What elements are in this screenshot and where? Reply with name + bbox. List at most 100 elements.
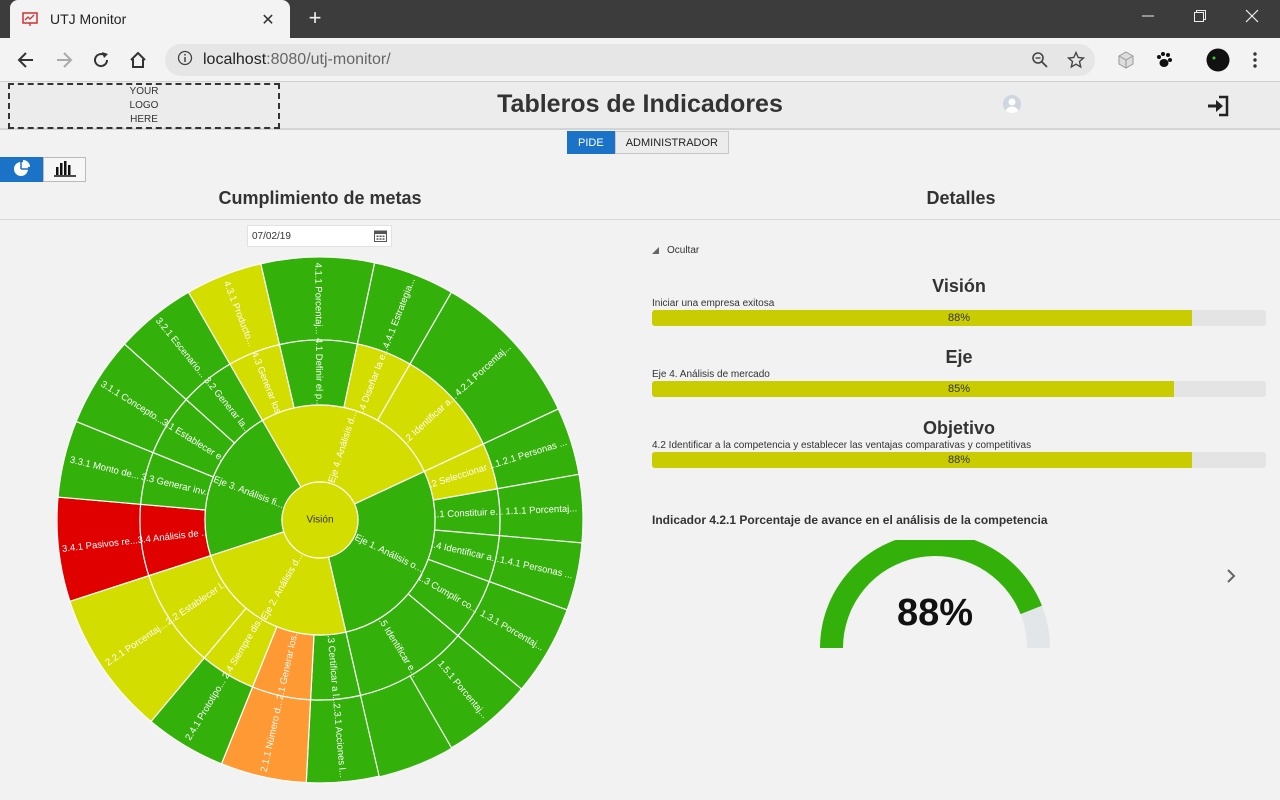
home-icon[interactable]	[124, 46, 152, 74]
module-tabs: PIDE ADMINISTRADOR	[567, 131, 729, 154]
indicador-segment[interactable]: 1.4.1 Personas ...	[488, 535, 583, 611]
eje-detail: Eje Eje 4. Análisis de mercado 85%	[652, 347, 1266, 397]
reload-icon[interactable]	[87, 46, 115, 74]
restore-icon[interactable]	[1174, 0, 1226, 32]
zoom-icon[interactable]	[1030, 50, 1050, 70]
objetivo-progress-label: 88%	[947, 454, 971, 466]
objetivo-detail: Objetivo 4.2 Identificar a la competenci…	[652, 418, 1266, 468]
objetivo-description: 4.2 Identificar a la competencia y estab…	[652, 440, 1032, 451]
forward-icon[interactable]	[50, 46, 78, 74]
eje-progress-bar: 85%	[652, 381, 1266, 397]
indicador-segment[interactable]: 4.1.1 Porcentaj...	[260, 256, 376, 346]
objetivo-segment-label: 1.1 Constituir e...	[431, 507, 503, 521]
browser-tab[interactable]: UTJ Monitor ✕	[10, 0, 290, 38]
close-tab-icon[interactable]: ✕	[261, 9, 275, 29]
objetivo-segment[interactable]: 4.3 Generar los	[229, 343, 295, 422]
indicator-title: Indicador 4.2.1 Porcentaje de avance en …	[652, 513, 1048, 527]
indicador-segment[interactable]: 4.3.1 Producto...	[187, 263, 281, 365]
collapse-triangle-icon	[652, 247, 659, 254]
browser-tab-title: UTJ Monitor	[50, 11, 127, 27]
hide-details-toggle[interactable]: Ocultar	[652, 245, 699, 256]
section-divider	[0, 219, 1280, 220]
gauge-fill	[820, 540, 1042, 648]
url-text: localhost:8080/utj-monitor/	[203, 51, 391, 68]
sunburst-chart: 1.2.1 Personas ...1.1.1 Porcentaj...1.4.…	[56, 256, 584, 784]
paw-icon[interactable]	[1150, 46, 1178, 74]
eje-progress-fill	[652, 381, 1174, 397]
gauge-value: 88%	[896, 592, 974, 634]
indicador-segment[interactable]: 2.4.1 Prototipo...	[150, 657, 254, 765]
info-icon[interactable]	[177, 50, 193, 70]
calendar-icon[interactable]	[374, 227, 387, 246]
browser-toolbar: localhost:8080/utj-monitor/	[0, 38, 1280, 82]
minimize-icon[interactable]	[1122, 0, 1174, 32]
bar-view-button[interactable]	[43, 157, 86, 182]
logout-icon[interactable]	[1206, 94, 1230, 118]
center-segment-label: Visión	[306, 515, 333, 526]
indicador-segment[interactable]: 1.3.1 Porcentaj...	[457, 580, 568, 690]
app-header: YOUR LOGO HERE Tableros de Indicadores	[0, 82, 1280, 130]
eje-segment[interactable]: Eje 3. Análisis fi...	[204, 419, 302, 557]
objetivo-segment[interactable]: 1.5 Identificar e...	[345, 593, 459, 697]
vision-progress-label: 88%	[947, 312, 971, 324]
vision-heading: Visión	[932, 276, 986, 296]
new-tab-icon[interactable]: +	[308, 5, 322, 30]
objetivo-progress-fill	[652, 452, 1193, 468]
eje-progress-label: 85%	[947, 383, 971, 395]
objetivo-segment[interactable]: 2.2 Establecer l...	[148, 554, 247, 659]
indicador-segment[interactable]: 3.1.1 Concepto...	[75, 343, 188, 454]
address-bar[interactable]: localhost:8080/utj-monitor/	[165, 44, 1095, 76]
pie-chart-icon	[12, 159, 32, 181]
objetivo-segment[interactable]: 1.1 Constituir e...	[431, 488, 503, 537]
chevron-right-icon[interactable]	[1224, 568, 1240, 584]
profile-icon[interactable]	[1204, 46, 1232, 74]
star-icon[interactable]	[1066, 50, 1086, 70]
indicator-gauge	[820, 540, 1050, 648]
objetivo-segment[interactable]: 4.2 Identificar a...	[376, 363, 484, 473]
objetivo-progress-bar: 88%	[652, 452, 1266, 468]
indicador-segment[interactable]: 2.2.1 Porcentaj...	[69, 574, 206, 723]
objetivo-segment[interactable]: 1.2 Seleccionar ...	[423, 443, 499, 501]
date-picker[interactable]: 07/02/19	[247, 225, 392, 247]
indicador-segment[interactable]: 1.1.1 Porcentaj...	[496, 473, 584, 544]
vision-progress-bar: 88%	[652, 310, 1266, 326]
eje-segment[interactable]: Eje 1. Análisis o...	[327, 470, 436, 633]
pie-view-button[interactable]	[0, 157, 43, 182]
eje-heading: Eje	[945, 347, 973, 367]
browser-tabstrip: UTJ Monitor ✕ +	[0, 0, 1280, 38]
extension-icon[interactable]	[1112, 46, 1140, 74]
indicador-segment[interactable]: 1.5.1 Porcentaj...	[409, 634, 523, 749]
logo-placeholder: YOUR LOGO HERE	[8, 83, 280, 129]
close-window-icon[interactable]	[1226, 0, 1278, 32]
objetivo-segment[interactable]: 3.3 Generar inv...	[140, 451, 215, 511]
objetivo-segment[interactable]: 1.4 Identificar a...	[427, 529, 501, 583]
objetivo-segment[interactable]: 4.4 Diseñar la e...	[343, 343, 411, 422]
indicador-segment-label: 1.1.1 Porcentaj...	[505, 503, 577, 517]
monitor-favicon-icon	[22, 11, 38, 27]
indicador-segment[interactable]: 3.3.1 Monto de...	[57, 420, 154, 505]
date-value: 07/02/19	[252, 230, 291, 242]
view-toggle	[0, 157, 86, 182]
objetivo-segment[interactable]: 2.1 Generar los...	[251, 625, 315, 701]
center-segment-shape[interactable]	[281, 481, 359, 559]
goals-section-title: Cumplimiento de metas	[218, 188, 422, 208]
menu-icon[interactable]	[1241, 46, 1269, 74]
vision-detail: Visión Iniciar una empresa exitosa 88%	[652, 276, 1266, 326]
objetivo-heading: Objetivo	[922, 418, 995, 438]
objetivo-segment-label: 4.1 Definir el p...	[313, 338, 325, 407]
indicador-segment[interactable]: 4.2.1 Porcentaj...	[409, 291, 560, 445]
hide-details-label: Ocultar	[667, 245, 700, 256]
tab-pide[interactable]: PIDE	[567, 131, 615, 154]
details-section-title: Detalles	[926, 188, 996, 208]
vision-description: Iniciar una empresa exitosa	[652, 298, 775, 309]
page-title: Tableros de Indicadores	[497, 90, 783, 118]
bar-chart-icon	[53, 159, 77, 181]
tab-administrador[interactable]: ADMINISTRADOR	[614, 131, 729, 154]
indicador-segment-label: 4.1.1 Porcentaj...	[312, 263, 324, 335]
eje-description: Eje 4. Análisis de mercado	[652, 369, 770, 380]
user-avatar-icon[interactable]	[1003, 95, 1021, 113]
objetivo-segment[interactable]: 2.3 Certificar a l...	[309, 629, 362, 705]
eje-segment[interactable]: Eje 4. Análisis d...	[261, 404, 426, 505]
vision-progress-fill	[652, 310, 1193, 326]
back-icon[interactable]	[12, 46, 40, 74]
